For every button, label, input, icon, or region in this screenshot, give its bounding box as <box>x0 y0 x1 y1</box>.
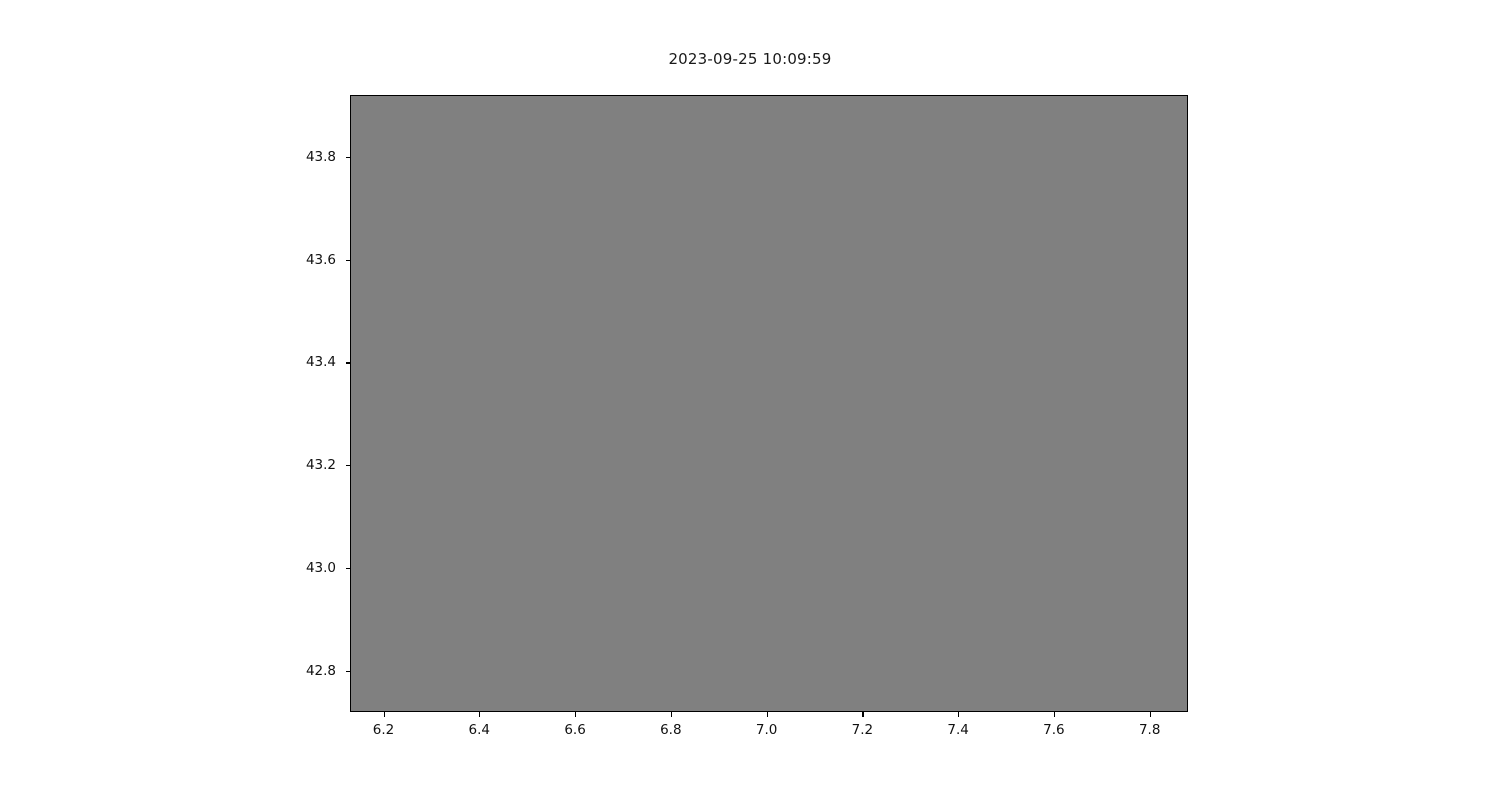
x-tick-label: 6.6 <box>564 722 586 738</box>
x-tick-label: 6.2 <box>372 722 395 738</box>
x-tick-label: 6.8 <box>660 722 682 738</box>
x-tick-label: 7.4 <box>947 722 969 738</box>
y-tick-label: 43.8 <box>305 148 336 165</box>
x-tick-label: 7.2 <box>851 722 874 738</box>
axis-tick-marks <box>345 95 1188 717</box>
x-tick-mark <box>383 712 385 717</box>
x-tick-label: 6.4 <box>468 722 491 738</box>
x-tick-mark <box>1149 712 1151 717</box>
x-tick-mark <box>479 712 481 717</box>
y-tick-mark <box>345 465 350 467</box>
y-tick-mark <box>345 156 350 158</box>
ocean-current-map-canvas[interactable] <box>351 96 1187 711</box>
y-axis-tick-labels: 42.8 43.0 43.2 43.4 43.6 43.8 <box>0 95 344 712</box>
x-tick-mark <box>670 712 673 717</box>
y-tick-label: 43.0 <box>305 560 336 577</box>
x-tick-mark <box>575 712 577 717</box>
x-tick-label: 7.0 <box>755 722 778 738</box>
y-tick-mark <box>345 362 350 364</box>
x-tick-label: 7.8 <box>1138 722 1161 738</box>
y-tick-label: 43.6 <box>305 251 336 268</box>
map-axes[interactable] <box>350 95 1188 712</box>
x-tick-mark <box>766 712 768 717</box>
figure-title: 2023-09-25 10:09:59 <box>668 50 832 68</box>
x-tick-mark <box>1053 712 1056 717</box>
x-tick-label: 7.6 <box>1043 722 1065 738</box>
y-tick-label: 42.8 <box>305 662 336 679</box>
x-tick-mark <box>958 712 960 717</box>
y-tick-label: 43.4 <box>305 354 336 371</box>
y-tick-mark <box>345 568 350 570</box>
y-tick-label: 43.2 <box>305 457 336 474</box>
y-tick-mark <box>345 670 350 673</box>
y-tick-mark <box>345 259 350 261</box>
x-tick-mark <box>862 712 864 717</box>
